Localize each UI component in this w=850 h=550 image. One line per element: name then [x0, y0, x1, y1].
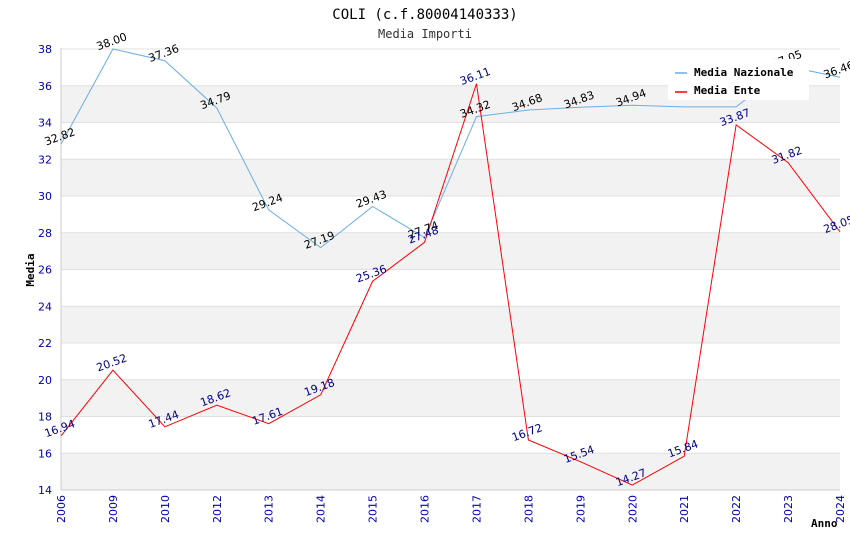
legend-label-media-nazionale: Media Nazionale	[694, 66, 794, 79]
chart-title: COLI (c.f.80004140333)	[332, 7, 517, 23]
x-tick-label: 2018	[522, 495, 535, 523]
x-axis-ticks: 2006 2009 2010 2012 2013 2014 2015 2016 2017 2018…	[55, 495, 847, 523]
x-tick-label: 2013	[263, 495, 276, 523]
y-tick-label: 36	[38, 80, 52, 93]
series-line-media-ente	[60, 83, 841, 486]
y-tick-label: 30	[38, 190, 52, 203]
legend: Media Nazionale Media Ente	[668, 59, 809, 100]
x-tick-label: 2019	[574, 495, 587, 523]
y-tick-label: 38	[38, 43, 52, 56]
y-tick-label: 24	[38, 300, 52, 313]
x-tick-label: 2015	[367, 495, 380, 523]
series-lines	[60, 48, 841, 486]
chart-subtitle: Media Importi	[378, 27, 472, 41]
y-axis-label: Media	[24, 253, 37, 286]
y-tick-label: 32	[38, 153, 52, 166]
x-tick-label: 2016	[419, 495, 432, 523]
legend-box	[668, 59, 809, 100]
x-tick-label: 2017	[470, 495, 483, 523]
y-tick-label: 16	[38, 447, 52, 460]
x-axis-label: Anno	[811, 517, 838, 530]
grid-band	[61, 343, 840, 380]
x-tick-label: 2012	[211, 495, 224, 523]
grid-band	[61, 453, 840, 490]
grid-band	[61, 416, 840, 454]
grid-band	[61, 379, 840, 417]
x-tick-label: 2022	[730, 495, 743, 523]
grid-band	[61, 122, 840, 160]
grid-band	[61, 306, 840, 343]
x-tick-label: 2021	[678, 495, 691, 523]
x-tick-label: 2014	[315, 495, 328, 523]
grid-band	[61, 269, 840, 307]
y-tick-label: 14	[38, 484, 52, 497]
x-tick-label: 2009	[107, 495, 120, 523]
y-tick-label: 18	[38, 411, 52, 424]
x-tick-label: 2010	[159, 495, 172, 523]
legend-label-media-ente: Media Ente	[694, 84, 761, 97]
y-tick-label: 28	[38, 227, 52, 240]
y-axis-ticks: 14 16 18 20 22 24 26 28 30 32 34 36 38	[38, 43, 52, 497]
y-tick-label: 34	[38, 117, 52, 130]
x-tick-label: 2006	[55, 495, 68, 523]
y-tick-label: 22	[38, 337, 52, 350]
grid-band	[61, 232, 840, 270]
x-tick-label: 2023	[782, 495, 795, 523]
x-tick-label: 2024	[834, 495, 847, 523]
x-tick-label: 2020	[626, 495, 639, 523]
series-line-media-nazionale	[60, 48, 841, 249]
grid-band	[61, 196, 840, 233]
y-tick-label: 20	[38, 374, 52, 387]
y-tick-label: 26	[38, 264, 52, 277]
